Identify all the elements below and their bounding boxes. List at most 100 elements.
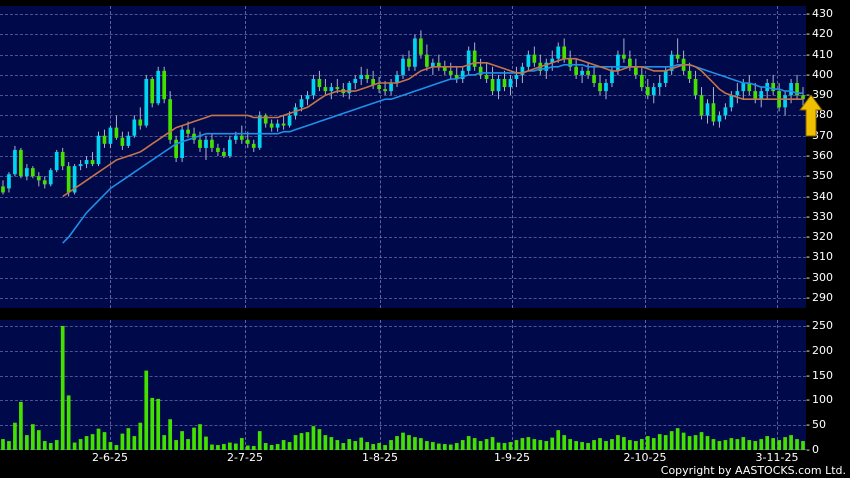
volume-bar (628, 440, 632, 450)
volume-bar (604, 441, 608, 450)
candle (508, 74, 513, 96)
candle (466, 46, 471, 75)
candle (472, 42, 477, 71)
candle (168, 91, 173, 144)
candle (669, 50, 674, 75)
candle (102, 129, 107, 148)
volume-bar (789, 435, 793, 450)
candle (36, 172, 41, 187)
volume-bar (66, 395, 71, 450)
candle (150, 76, 155, 108)
price-tick-400: -400 (806, 67, 833, 81)
gridline-340 (0, 196, 806, 198)
candle (699, 87, 704, 120)
volume-bar (639, 439, 644, 450)
price-tick-300: -300 (806, 270, 833, 284)
volume-bar (323, 435, 328, 450)
volume-gridline-250 (0, 325, 806, 327)
candle (144, 74, 149, 128)
candle (592, 66, 596, 88)
volume-bar (729, 438, 734, 450)
volume-bar (490, 437, 495, 450)
candle (657, 74, 662, 96)
volume-bar (114, 445, 119, 450)
volume-bar (675, 428, 680, 450)
price-axis: -430-420-410-400-390-380-370-360-350-340… (806, 0, 850, 312)
price-chart-panel[interactable] (0, 6, 806, 308)
volume-bar (389, 440, 393, 450)
volume-bar (239, 438, 244, 450)
candle (275, 119, 280, 132)
volume-bar (269, 445, 274, 450)
volume-bar (305, 432, 310, 450)
candle (311, 74, 316, 100)
volume-bar (150, 397, 155, 450)
price-tick-320: -320 (806, 230, 833, 244)
volume-bar (126, 428, 131, 450)
candle (371, 70, 375, 90)
volume-vgridline-3-11-25 (777, 320, 778, 450)
volume-bar (777, 440, 781, 450)
candle (216, 143, 220, 156)
volume-bar (759, 439, 764, 450)
volume-bar (102, 432, 107, 450)
volume-chart-panel[interactable] (0, 320, 806, 450)
volume-bar (233, 443, 238, 450)
candle (96, 131, 101, 167)
candle (389, 78, 393, 96)
candle (174, 135, 178, 163)
volume-bar (592, 440, 596, 450)
volume-vgridline-2-10-25 (645, 320, 646, 450)
volume-bar (180, 431, 184, 450)
volume-bar (663, 435, 668, 450)
volume-vgridline-1-9-25 (512, 320, 513, 450)
volume-bar (550, 437, 555, 450)
volume-bar (460, 440, 465, 450)
volume-bar (359, 437, 364, 450)
volume-bar (544, 441, 549, 450)
candle (120, 131, 125, 150)
volume-bar (144, 370, 149, 450)
volume-bar (699, 432, 704, 450)
volume-bar (741, 437, 746, 450)
candle (138, 107, 143, 130)
candle (251, 139, 256, 152)
candle (675, 38, 680, 63)
volume-bar (311, 426, 316, 450)
volume-gridline-150 (0, 375, 806, 377)
candle (7, 172, 11, 193)
volume-bar (19, 401, 23, 450)
volume-bar (419, 438, 423, 450)
candle (263, 113, 268, 128)
candle (681, 50, 686, 75)
candle (651, 83, 656, 104)
candle (66, 162, 71, 197)
candlestick-series (1, 30, 805, 244)
volume-bar (25, 435, 29, 450)
candle (210, 133, 214, 152)
volume-bar (562, 435, 567, 450)
candle (765, 78, 770, 100)
gridline-330 (0, 216, 806, 218)
volume-bar (251, 446, 256, 450)
volume-bar (192, 427, 196, 450)
candle (425, 44, 429, 71)
candle (239, 125, 244, 144)
candle (204, 135, 208, 161)
gridline-370 (0, 135, 806, 137)
volume-bar (413, 437, 417, 450)
volume-bar (347, 439, 352, 450)
candle (156, 66, 161, 106)
volume-bar (478, 441, 483, 450)
candle (317, 70, 322, 92)
volume-bar (610, 439, 614, 450)
candle (114, 115, 119, 140)
gridline-430 (0, 14, 806, 16)
candle (759, 87, 764, 108)
volume-bar (711, 439, 716, 450)
candle (60, 147, 65, 171)
volume-bar (54, 440, 59, 450)
candle (514, 66, 519, 88)
volume-bar (90, 434, 95, 450)
candle (771, 74, 776, 96)
